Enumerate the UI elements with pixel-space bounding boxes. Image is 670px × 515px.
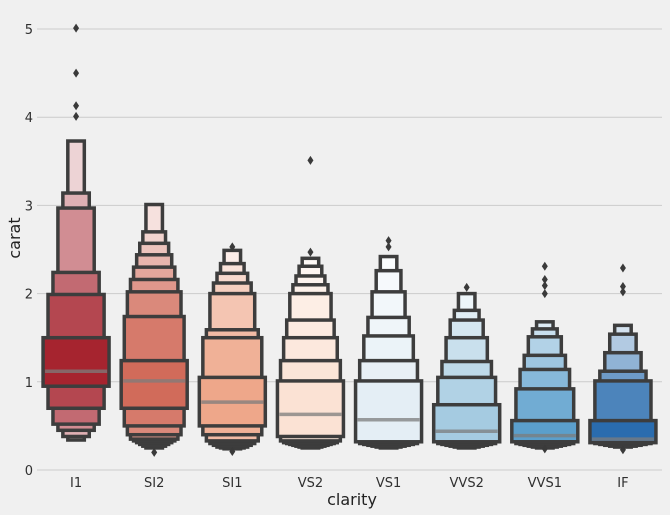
letter-value-box [119, 358, 189, 411]
letter-value-box [275, 379, 346, 439]
outlier-point [541, 289, 548, 299]
boxen-group-vs2 [275, 155, 346, 450]
outlier-point [73, 111, 80, 121]
y-tick-label: 5 [25, 23, 33, 38]
boxen-group-vvs2 [431, 282, 502, 450]
outlier-point [385, 242, 392, 252]
x-tick-label: I1 [70, 476, 82, 491]
y-tick-label: 0 [25, 464, 33, 479]
outlier-point [619, 287, 626, 297]
outlier-point [73, 23, 80, 33]
boxen-group-si1 [197, 242, 268, 456]
outlier-point [307, 247, 314, 257]
outlier-point [619, 445, 626, 455]
y-axis-label: carat [5, 217, 24, 258]
outlier-point [619, 263, 626, 273]
boxen-group-vs1 [353, 236, 424, 450]
letter-value-box [510, 418, 580, 444]
x-tick-label: IF [617, 476, 628, 491]
x-tick-labels: I1 SI2 SI1 VS2 VS1 VVS2 VVS1 IF [70, 476, 629, 491]
outlier-point [73, 101, 80, 111]
boxen-group-si2 [119, 202, 189, 457]
outlier-point [541, 444, 548, 454]
y-tick-label: 4 [25, 111, 33, 126]
letter-value-box [588, 418, 658, 445]
y-tick-label: 3 [25, 199, 33, 214]
outlier-point [541, 281, 548, 291]
x-axis-label: clarity [327, 490, 377, 509]
x-tick-label: SI2 [144, 476, 164, 491]
outlier-point [541, 261, 548, 271]
outlier-point [385, 236, 392, 246]
outlier-point [307, 155, 314, 165]
letter-value-box [353, 379, 424, 444]
outlier-point [229, 446, 236, 456]
letter-value-box [431, 402, 502, 444]
x-tick-label: VVS2 [450, 476, 484, 491]
boxen-group-if [588, 263, 658, 455]
outlier-point [151, 447, 158, 457]
boxen-group-i1 [41, 23, 111, 442]
boxen-groups [41, 23, 658, 457]
y-tick-label: 1 [25, 376, 33, 391]
outlier-point [619, 282, 626, 292]
outlier-point [463, 282, 470, 292]
boxen-group-vvs1 [510, 261, 580, 454]
x-tick-label: SI1 [222, 476, 242, 491]
outlier-point [73, 68, 80, 78]
y-tick-labels: 0 1 2 3 4 5 [25, 23, 33, 479]
letter-value-box [41, 335, 111, 388]
x-tick-label: VS1 [376, 476, 401, 491]
y-tick-label: 2 [25, 288, 33, 303]
outlier-point [541, 274, 548, 284]
outlier-point [229, 242, 236, 252]
x-tick-label: VVS1 [528, 476, 562, 491]
x-tick-label: VS2 [298, 476, 323, 491]
